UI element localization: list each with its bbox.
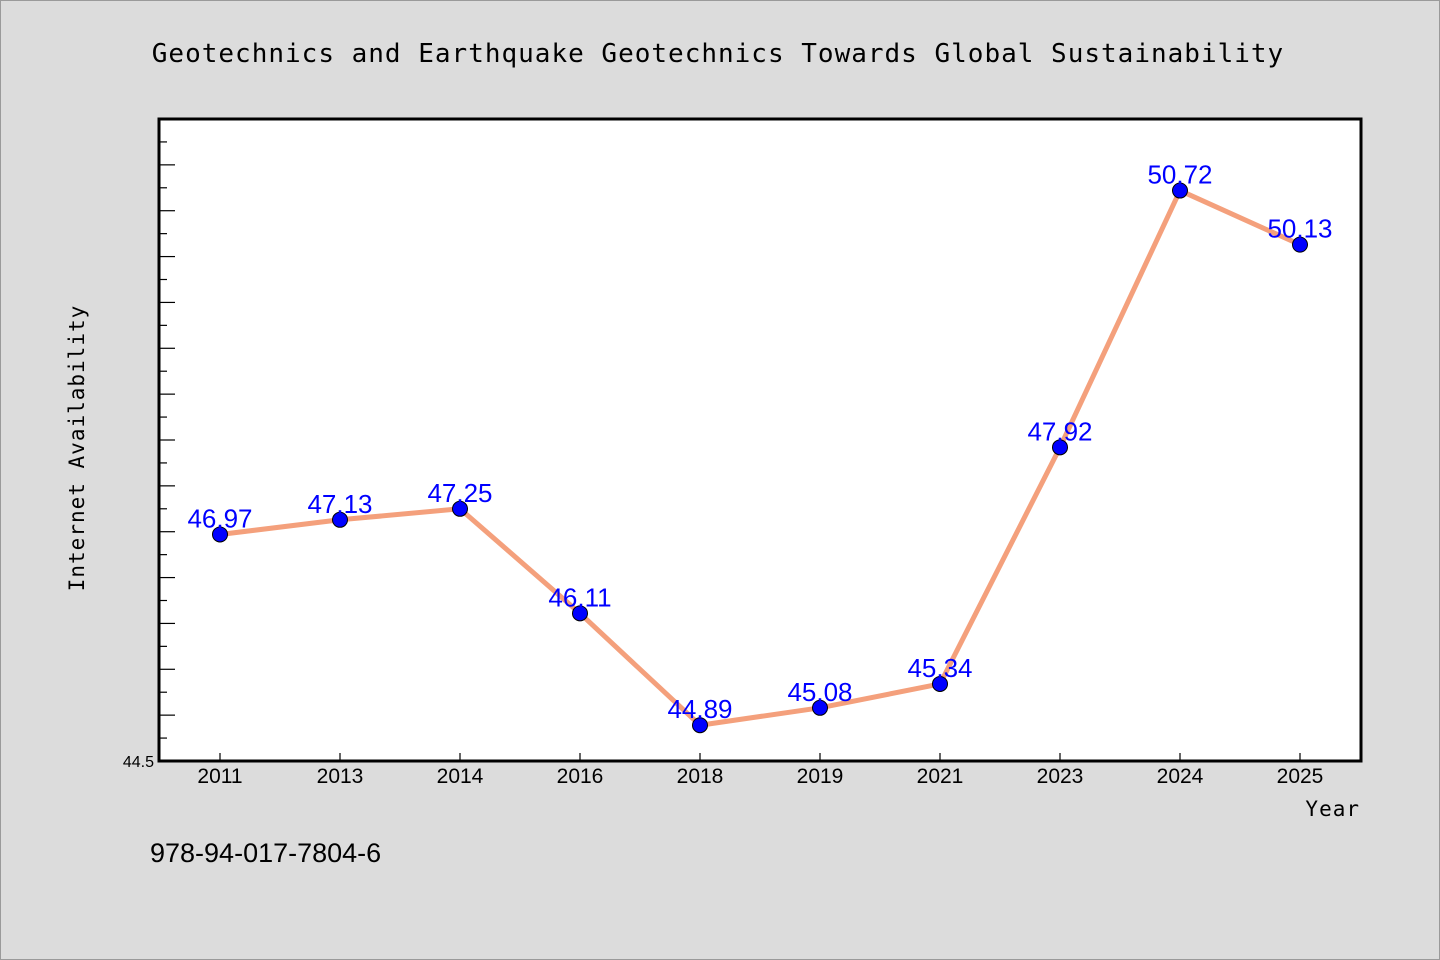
x-tick-label: 2021 (917, 765, 964, 788)
chart-title: Geotechnics and Earthquake Geotechnics T… (152, 39, 1284, 69)
plot-area (157, 117, 1363, 763)
x-tick-label: 2018 (677, 765, 724, 788)
x-tick-label: 2019 (797, 765, 844, 788)
data-point (692, 717, 708, 734)
x-tick-label: 2024 (1157, 765, 1204, 788)
data-label: 46.97 (187, 503, 252, 533)
x-tick-label: 2016 (557, 765, 604, 788)
data-label: 44.89 (667, 694, 732, 724)
data-label: 50.72 (1147, 160, 1212, 190)
data-markers (212, 182, 1308, 734)
x-axis-label: Year (1305, 797, 1360, 821)
x-tick-label: 2023 (1037, 765, 1084, 788)
data-label: 50.13 (1267, 214, 1332, 244)
series-line (217, 188, 1303, 728)
data-point (212, 526, 228, 543)
data-point (1172, 182, 1188, 199)
data-label: 45.34 (907, 653, 972, 683)
y-axis-min-label: 44.5 (123, 754, 154, 771)
isbn-footer: 978-94-017-7804-6 (150, 838, 381, 868)
x-tick-label: 2011 (197, 765, 242, 788)
x-axis-tick-labels: 2011 2013 2014 2016 2018 2019 2021 2023 2024 2025 (197, 765, 1323, 788)
data-label: 45.08 (787, 677, 852, 707)
data-label: 47.92 (1027, 416, 1092, 446)
x-tick-label: 2025 (1277, 765, 1324, 788)
data-point (572, 605, 588, 622)
x-axis-ticks (219, 753, 1301, 761)
data-point (1052, 439, 1068, 456)
data-label: 47.25 (427, 478, 492, 508)
data-point (812, 699, 828, 716)
data-point (1292, 236, 1308, 253)
data-label: 46.11 (548, 582, 611, 612)
y-axis-label: Internet Availability (65, 305, 89, 592)
data-point (932, 675, 948, 692)
x-tick-label: 2014 (437, 765, 484, 788)
data-labels: 46.97 47.13 47.25 46.11 44.89 45.08 45.34 47.92… (187, 160, 1332, 725)
data-point (332, 511, 348, 528)
y-axis-ticks (159, 118, 175, 762)
x-tick-label: 2013 (317, 765, 364, 788)
data-point (452, 500, 468, 517)
data-label: 47.13 (307, 489, 372, 519)
